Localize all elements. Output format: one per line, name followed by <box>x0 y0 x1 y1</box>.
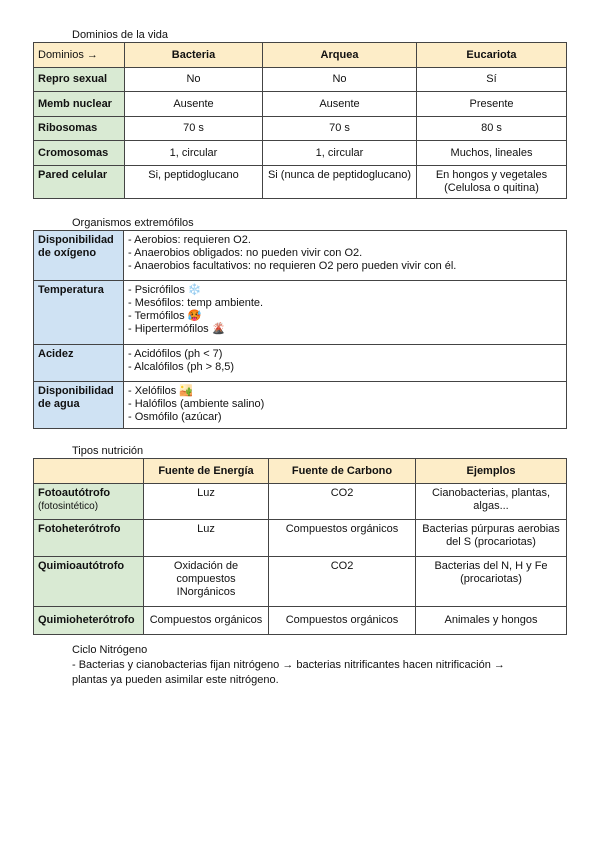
header-cell: Arquea <box>262 42 417 68</box>
line: - Osmófilo (azúcar) <box>128 411 222 423</box>
cell: 1, circular <box>124 140 263 166</box>
table-row: Quimioheterótrofo Compuestos orgánicos Com… <box>33 606 567 635</box>
header-cell <box>33 458 144 484</box>
cell: Si, peptidoglucano <box>124 165 263 199</box>
row-header: Repro sexual <box>33 67 125 92</box>
cell: Si (nunca de peptidoglucano) <box>262 165 417 199</box>
table-row: Pared celular Si, peptidoglucano Si (nunca… <box>33 165 567 199</box>
line: - Mesófilos: temp ambiente. <box>128 297 264 309</box>
row-header: Temperatura <box>33 280 124 345</box>
row-sublabel: (fotosintético) <box>38 501 99 512</box>
header-cell: Ejemplos <box>415 458 567 484</box>
cell: Ausente <box>124 91 263 117</box>
table-row: Disponibilidad de oxígeno - Aerobios: re… <box>33 230 567 281</box>
extremofilos-table: Disponibilidad de oxígeno - Aerobios: re… <box>33 230 567 429</box>
line: - Psicrófilos ❄️ <box>128 284 202 296</box>
table-row: Disponibilidad de agua - Xelófilos 🏜️ - H… <box>33 381 567 429</box>
dominios-title: Dominios de la vida <box>72 29 168 41</box>
header-cell: Fuente de Carbono <box>268 458 416 484</box>
header-cell: Eucariota <box>416 42 567 68</box>
table-row: Fotoheterótrofo Luz Compuestos orgánicos Ba… <box>33 519 567 557</box>
line: - Aerobios: requieren O2. <box>128 234 251 246</box>
line: - Xelófilos 🏜️ <box>128 385 194 397</box>
cell: Compuestos orgánicos <box>268 606 416 635</box>
header-cell: Dominios → <box>33 42 125 68</box>
row-label: Fotoheterótrofo <box>38 523 121 535</box>
dominios-table: Dominios → Bacteria Arquea Eucariota Rep… <box>33 42 567 199</box>
cell: - Acidófilos (ph < 7) - Alcalófilos (ph >… <box>123 344 567 382</box>
row-header: Ribosomas <box>33 116 125 141</box>
line: - Anaerobios facultativos: no requieren … <box>128 260 457 272</box>
line: - Alcalófilos (ph > 8,5) <box>128 361 235 373</box>
table-row: Memb nuclear Ausente Ausente Presente <box>33 91 567 117</box>
cell: Compuestos orgánicos <box>268 519 416 557</box>
row-header: Quimioheterótrofo <box>33 606 144 635</box>
cell: Oxidación de compuestos INorgánicos <box>143 556 269 607</box>
cell: Bacterias del N, H y Fe (procariotas) <box>415 556 567 607</box>
line: - Anaerobios obligados: no pueden vivir … <box>128 247 363 259</box>
cell: Compuestos orgánicos <box>143 606 269 635</box>
ciclo-text: - Bacterias y cianobacterias fijan nitró… <box>72 659 505 686</box>
header-cell: Fuente de Energía <box>143 458 269 484</box>
table-row: Cromosomas 1, circular 1, circular Muchos, … <box>33 140 567 166</box>
cell: - Xelófilos 🏜️ - Halófilos (ambiente sali… <box>123 381 567 429</box>
row-header: Quimioautótrofo <box>33 556 144 607</box>
cell: CO2 <box>268 483 416 520</box>
cell: - Psicrófilos ❄️ - Mesófilos: temp ambien… <box>123 280 567 345</box>
extremofilos-title: Organismos extremófilos <box>72 217 194 229</box>
nutricion-title: Tipos nutrición <box>72 445 144 457</box>
row-header: Fotoheterótrofo <box>33 519 144 557</box>
row-label: Quimioheterótrofo <box>38 614 135 626</box>
table-row: Repro sexual No No Sí <box>33 67 567 92</box>
table-row: Acidez - Acidófilos (ph < 7) - Alcalófilo… <box>33 344 567 382</box>
cell: En hongos y vegetales (Celulosa o quitin… <box>416 165 567 199</box>
ciclo-section: Ciclo Nitrógeno - Bacterias y cianobacte… <box>72 643 542 688</box>
cell: Presente <box>416 91 567 117</box>
line: - Acidófilos (ph < 7) <box>128 348 223 360</box>
cell: Ausente <box>262 91 417 117</box>
ciclo-title: Ciclo Nitrógeno <box>72 644 148 656</box>
cell: Luz <box>143 519 269 557</box>
cell: 80 s <box>416 116 567 141</box>
cell: Bacterias púrpuras aerobias del S (proca… <box>415 519 567 557</box>
table-row: Fotoautótrofo (fotosintético) Luz CO2 Cianob… <box>33 483 567 520</box>
table-row: Ribosomas 70 s 70 s 80 s <box>33 116 567 141</box>
cell: CO2 <box>268 556 416 607</box>
cell: 1, circular <box>262 140 417 166</box>
table-row: Quimioautótrofo Oxidación de compuestos I… <box>33 556 567 607</box>
cell: No <box>124 67 263 92</box>
cell: - Aerobios: requieren O2. - Anaerobios ob… <box>123 230 567 281</box>
table-row: Temperatura - Psicrófilos ❄️ - Mesófilos:… <box>33 280 567 345</box>
row-header: Disponibilidad de oxígeno <box>33 230 124 281</box>
row-label: Fotoautótrofo <box>38 487 111 499</box>
nutricion-table: Fuente de Energía Fuente de Carbono Ejem… <box>33 458 567 635</box>
cell: Cianobacterias, plantas, algas... <box>415 483 567 520</box>
cell: Muchos, lineales <box>416 140 567 166</box>
row-header: Pared celular <box>33 165 125 199</box>
line: - Termófilos 🥵 <box>128 310 202 322</box>
header-cell: Bacteria <box>124 42 263 68</box>
cell: 70 s <box>124 116 263 141</box>
cell: 70 s <box>262 116 417 141</box>
line: - Halófilos (ambiente salino) <box>128 398 265 410</box>
row-header: Acidez <box>33 344 124 382</box>
row-header: Disponibilidad de agua <box>33 381 124 429</box>
cell: Sí <box>416 67 567 92</box>
cell: Animales y hongos <box>415 606 567 635</box>
row-header: Fotoautótrofo (fotosintético) <box>33 483 144 520</box>
line: - Hipertermófilos 🌋 <box>128 323 226 335</box>
cell: Luz <box>143 483 269 520</box>
row-header: Memb nuclear <box>33 91 125 117</box>
row-label: Quimioautótrofo <box>38 560 125 572</box>
cell: No <box>262 67 417 92</box>
row-header: Cromosomas <box>33 140 125 166</box>
